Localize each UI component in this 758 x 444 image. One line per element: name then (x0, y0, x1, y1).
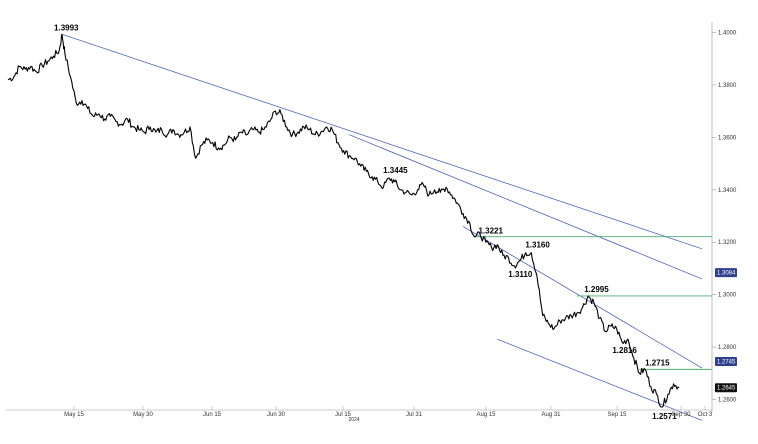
x-tick-label-3: Jun 30 (267, 412, 286, 418)
y-tick-label-5: 1.3000 (718, 293, 737, 299)
price-tag-label-1: 1.2745 (717, 360, 736, 366)
y-tick-label-1: 1.3800 (718, 83, 737, 89)
price-tags: 1.3084 1.2745 1.2645 (715, 268, 737, 393)
x-tick-label-9: Sep 30 (671, 412, 691, 418)
x-tick-label-4: Jul 15 (335, 412, 352, 418)
y-ticks: 1.4000 1.3800 1.3600 1.3400 1.3200 1.3000 1.28… (712, 30, 737, 404)
price-tag-box-0 (715, 268, 737, 278)
x-tick-label-8: Sep 15 (607, 412, 627, 418)
trendline-2 (462, 226, 703, 369)
x-tick-label-0: May 15 (64, 412, 84, 418)
price-tag-box-2 (715, 383, 737, 393)
annotation-6: 1.2816 (612, 346, 637, 355)
y-tick-label-2: 1.3600 (718, 135, 737, 141)
y-tick-label-4: 1.3200 (718, 240, 737, 246)
price-series (7, 33, 680, 408)
annotation-1: 1.3445 (383, 166, 408, 175)
annotation-8: 1.2571 (652, 412, 677, 421)
x-tick-label-1: May 30 (133, 412, 153, 418)
x-tick-label-2: Jun 15 (203, 412, 222, 418)
axes: 2024 (6, 22, 713, 423)
annotation-0: 1.3993 (54, 23, 79, 32)
annotation-5: 1.2995 (584, 285, 609, 294)
trendline-0 (61, 33, 703, 250)
annotation-3: 1.3160 (525, 241, 550, 250)
y-tick-label-0: 1.4000 (718, 30, 737, 36)
trendline-3 (497, 338, 703, 421)
annotation-7: 1.2715 (645, 358, 670, 367)
annotation-2: 1.3221 (478, 227, 503, 236)
support-levels (474, 236, 712, 370)
trendlines (61, 33, 703, 421)
y-tick-label-7: 1.2600 (718, 398, 737, 404)
trendline-1 (349, 134, 703, 280)
annotation-4: 1.3110 (508, 270, 533, 279)
price-tag-box-1 (715, 357, 737, 366)
y-tick-label-3: 1.3400 (718, 188, 737, 194)
annotations: 1.3993 1.3445 1.3221 1.3160 1.3110 1.2995 1.28… (54, 23, 677, 421)
year-label: 2024 (348, 417, 359, 423)
x-tick-label-6: Aug 15 (476, 412, 496, 418)
price-tag-label-0: 1.3084 (717, 271, 736, 277)
y-tick-label-6: 1.2800 (718, 345, 737, 351)
x-tick-label-7: Aug 31 (541, 412, 561, 418)
x-tick-label-10: Oct 3 (698, 412, 713, 418)
x-tick-label-5: Jul 31 (406, 412, 423, 418)
price-tag-label-2: 1.2645 (717, 386, 736, 392)
price-line (7, 33, 680, 408)
x-ticks: May 15 May 30 Jun 15 Jun 30 Jul 15 Jul 31 Aug … (64, 406, 713, 418)
